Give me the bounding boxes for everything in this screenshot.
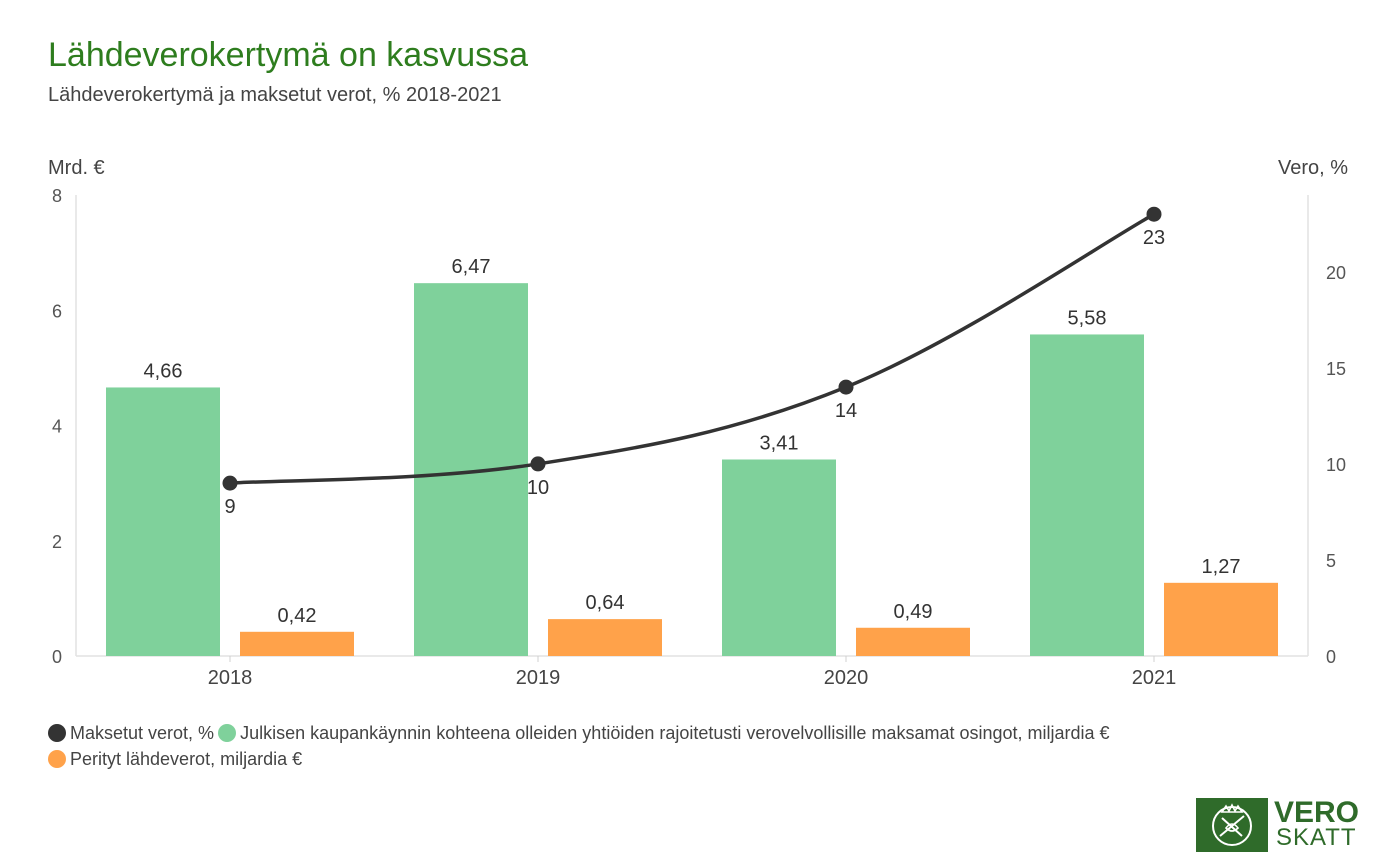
legend-item-tax-rate: Maksetut verot, % <box>48 720 214 746</box>
y-right-tick-label: 15 <box>1326 359 1346 379</box>
bar-withholding <box>1164 582 1278 656</box>
y-right-tick-label: 5 <box>1326 551 1336 571</box>
bar-dividends-label: 6,47 <box>452 256 491 278</box>
line-tax-rate-label: 9 <box>224 496 235 518</box>
chart-title: Lähdeverokertymä on kasvussa <box>48 36 529 74</box>
y-right-tick-label: 10 <box>1326 455 1346 475</box>
line-tax-rate-point <box>530 456 546 472</box>
line-tax-rate-label: 10 <box>527 477 549 499</box>
bar-dividends <box>106 387 220 656</box>
bar-withholding-label: 0,49 <box>894 601 933 623</box>
y-left-tick-label: 0 <box>52 647 62 667</box>
bar-dividends <box>1030 334 1144 656</box>
legend-swatch-dividends <box>218 724 237 742</box>
legend-swatch-tax-rate <box>48 724 66 742</box>
legend-item-dividends: Julkisen kaupankäynnin kohteena olleiden… <box>218 720 1110 746</box>
x-tick-label: 2018 <box>208 667 253 689</box>
bar-dividends <box>722 459 836 656</box>
y-axis-right-title: Vero, % <box>1278 157 1348 179</box>
legend-label-tax-rate: Maksetut verot, % <box>70 723 215 743</box>
bar-dividends-label: 5,58 <box>1068 307 1107 329</box>
legend-item-withholding: Perityt lähdeverot, miljardia € <box>48 746 302 772</box>
chart-subtitle: Lähdeverokertymä ja maksetut verot, % 20… <box>48 84 502 106</box>
y-right-tick-label: 20 <box>1326 263 1346 283</box>
bar-withholding <box>240 631 354 656</box>
logo-text-vero: VERO <box>1274 796 1360 829</box>
line-tax-rate <box>229 212 1155 485</box>
y-right-tick-label: 0 <box>1326 647 1336 667</box>
line-tax-rate-point <box>838 379 854 395</box>
line-tax-rate-label: 14 <box>835 400 857 422</box>
x-tick-label: 2019 <box>516 667 561 689</box>
bar-dividends-label: 4,66 <box>144 360 183 382</box>
line-tax-rate-point <box>1146 206 1162 222</box>
bar-withholding-label: 0,42 <box>278 605 317 627</box>
bar-withholding-label: 0,64 <box>586 592 625 614</box>
bar-withholding <box>856 627 970 656</box>
y-left-tick-label: 2 <box>52 532 62 552</box>
vero-skatt-logo: VERO SKATT <box>1196 796 1359 852</box>
logo-text-skatt: SKATT <box>1276 824 1357 851</box>
bar-withholding <box>548 619 662 656</box>
bar-dividends <box>414 283 528 656</box>
legend-row-2: Perityt lähdeverot, miljardia € <box>48 746 1114 772</box>
x-tick-label: 2020 <box>824 667 869 689</box>
bar-withholding-label: 1,27 <box>1202 556 1241 578</box>
legend: Maksetut verot, % Julkisen kaupankäynnin… <box>48 720 1114 772</box>
line-tax-rate-label: 23 <box>1143 227 1165 249</box>
y-left-tick-label: 6 <box>52 301 62 321</box>
x-tick-label: 2021 <box>1132 667 1177 689</box>
line-tax-rate-point <box>222 475 238 491</box>
legend-swatch-withholding <box>48 750 66 768</box>
lion-emblem-icon <box>1196 798 1268 852</box>
y-axis-left-title: Mrd. € <box>48 157 105 179</box>
y-left-tick-label: 4 <box>52 417 62 437</box>
legend-row-1: Maksetut verot, % Julkisen kaupankäynnin… <box>48 720 1114 746</box>
bar-dividends-label: 3,41 <box>760 432 799 454</box>
y-left-tick-label: 8 <box>52 186 62 206</box>
legend-label-dividends: Julkisen kaupankäynnin kohteena olleiden… <box>240 723 1110 743</box>
legend-label-withholding: Perityt lähdeverot, miljardia € <box>70 749 303 769</box>
